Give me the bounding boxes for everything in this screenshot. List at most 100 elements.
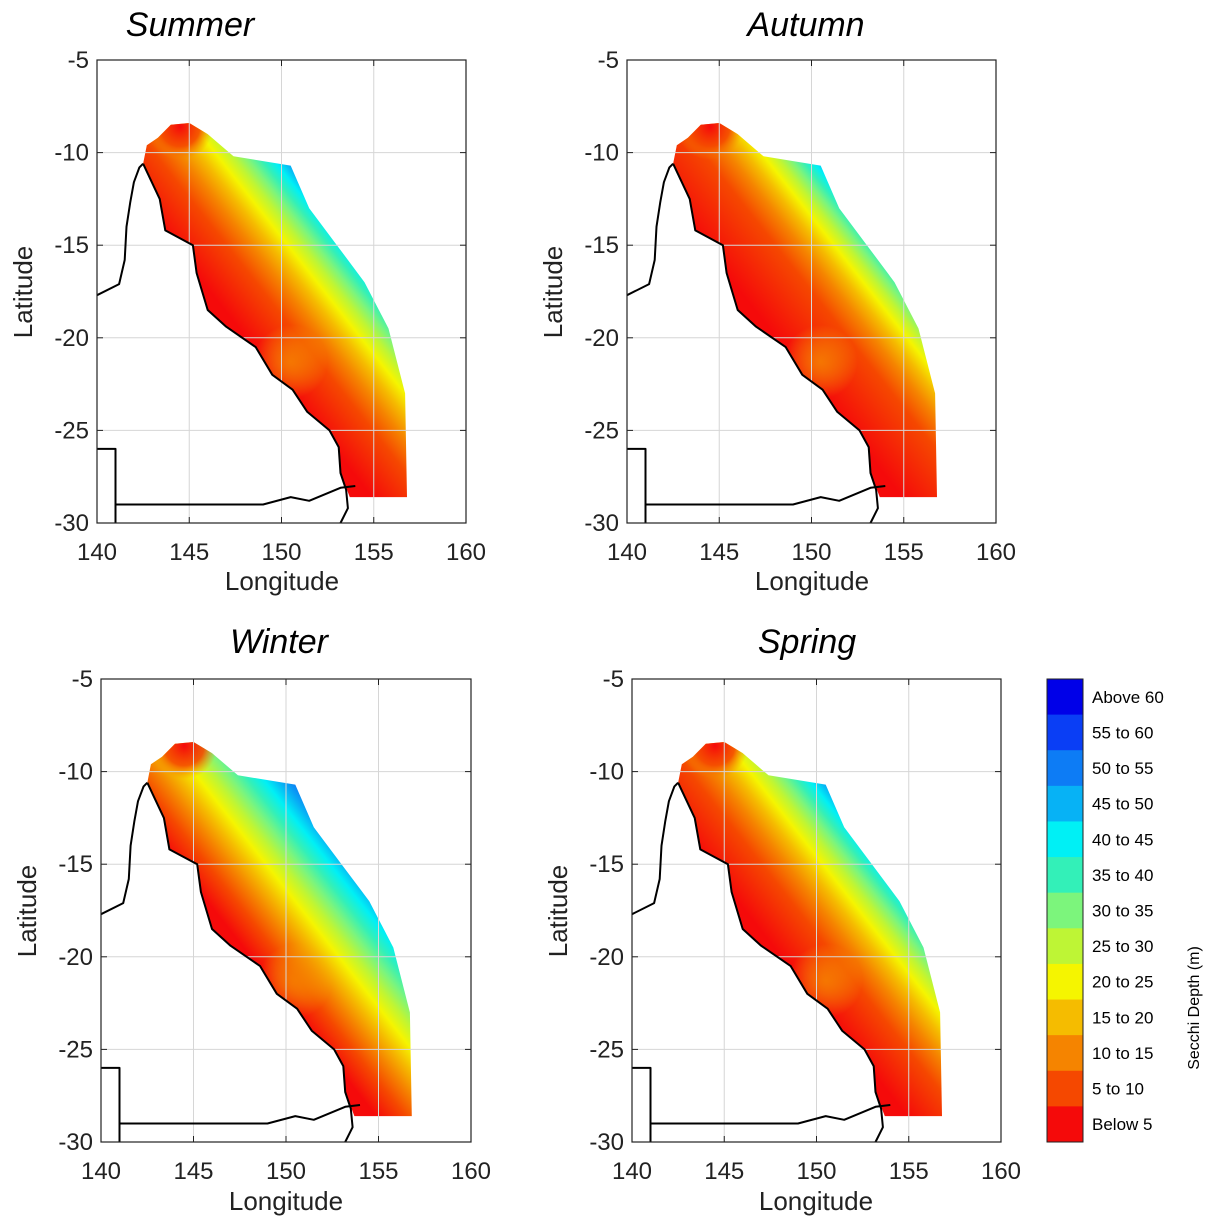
- x-tick-label: 160: [451, 1158, 491, 1185]
- grid: [97, 60, 466, 523]
- y-tick-label: -30: [58, 1129, 93, 1156]
- x-tick-label: 145: [173, 1158, 213, 1185]
- panel-title-winter: Winter: [230, 623, 330, 661]
- colorbar-legend: Secchi Depth (m) Above 60 55 to 60 50 to 5…: [1046, 678, 1203, 1143]
- y-tick-label: -30: [589, 1129, 624, 1156]
- colorbar-swatch: [1047, 714, 1083, 751]
- colorbar-label: 50 to 55: [1092, 759, 1153, 778]
- state-border-nsw: [115, 485, 356, 506]
- coastline: [672, 163, 879, 524]
- colorbar-label: 15 to 20: [1092, 1008, 1153, 1027]
- coastline: [146, 782, 354, 1143]
- colorbar-label: 55 to 60: [1092, 723, 1153, 742]
- x-tick-label: 160: [981, 1158, 1021, 1185]
- torres-strait-turbid-zone: [676, 123, 744, 160]
- y-tick-label: -25: [58, 1036, 93, 1063]
- x-tick-label: 140: [77, 539, 117, 566]
- y-axis-label: Latitude: [8, 246, 38, 339]
- grid: [627, 60, 996, 523]
- coastline: [142, 163, 349, 524]
- y-tick-label: -20: [589, 944, 624, 971]
- x-tick-label: 155: [358, 1158, 398, 1185]
- x-tick-label: 140: [81, 1158, 121, 1185]
- colorbar-swatch: [1047, 785, 1083, 822]
- panel-winter: Winter 140 145 150 155 160 -5 -10 -15 -20 -25 -30 L…: [12, 623, 491, 1216]
- y-tick-label: -25: [54, 417, 89, 444]
- panel-title-autumn: Autumn: [745, 6, 864, 44]
- y-tick-label: -10: [584, 140, 619, 167]
- x-tick-label: 155: [884, 539, 924, 566]
- panel-spring: Spring 140 145 150 155 160 -5 -10 -15 -20 -25 -30 L…: [543, 623, 1021, 1216]
- y-axis-label: Latitude: [543, 865, 573, 958]
- x-tick-label: 150: [791, 539, 831, 566]
- y-tick-label: -5: [72, 666, 93, 693]
- grid: [101, 679, 471, 1142]
- colorbar-swatch: [1047, 928, 1083, 965]
- y-axis-label: Latitude: [12, 865, 42, 958]
- panel-title-spring: Spring: [758, 623, 856, 661]
- y-tick-label: -5: [603, 666, 624, 693]
- state-border-sa: [101, 1066, 121, 1142]
- grid: [632, 679, 1001, 1142]
- colorbar-swatch: [1047, 892, 1083, 929]
- colorbar-swatch: [1047, 821, 1083, 858]
- x-tick-label: 140: [607, 539, 647, 566]
- colorbar-label: 5 to 10: [1092, 1080, 1144, 1099]
- torres-strait-turbid-zone: [150, 742, 218, 779]
- gulf-coastline: [96, 162, 144, 297]
- y-tick-label: -20: [58, 944, 93, 971]
- x-tick-label: 145: [169, 539, 209, 566]
- x-tick-label: 150: [266, 1158, 306, 1185]
- x-tick-label: 140: [612, 1158, 652, 1185]
- colorbar-swatch: [1047, 1035, 1083, 1072]
- colorbar-swatch: [1047, 1106, 1083, 1143]
- y-tick-label: -30: [584, 510, 619, 537]
- y-tick-label: -25: [589, 1036, 624, 1063]
- panel-summer: Summer 140 145 150 155 160 -5 -10 -15 -20 -25 -30 L…: [8, 6, 486, 596]
- y-tick-label: -25: [584, 417, 619, 444]
- colorbar-label: 40 to 45: [1092, 830, 1153, 849]
- state-border-nsw: [119, 1104, 361, 1125]
- colorbar-label: 45 to 50: [1092, 795, 1153, 814]
- x-axis-label: Longitude: [755, 566, 869, 596]
- torres-strait-turbid-zone: [146, 123, 214, 160]
- colorbar-label: 25 to 30: [1092, 937, 1153, 956]
- x-tick-label: 150: [796, 1158, 836, 1185]
- x-axis-label: Longitude: [225, 566, 339, 596]
- colorbar-label: 35 to 40: [1092, 866, 1153, 885]
- colorbar-swatch: [1047, 750, 1083, 787]
- colorbar-label: 30 to 35: [1092, 902, 1153, 921]
- y-tick-label: -15: [54, 232, 89, 259]
- y-tick-label: -20: [584, 325, 619, 352]
- colorbar-label: Below 5: [1092, 1115, 1152, 1134]
- x-tick-label: 145: [699, 539, 739, 566]
- y-tick-label: -15: [589, 851, 624, 878]
- colorbar-title: Secchi Depth (m): [1186, 946, 1203, 1070]
- state-border-sa: [97, 447, 117, 523]
- y-tick-label: -10: [58, 759, 93, 786]
- colorbar-swatch: [1047, 963, 1083, 1001]
- panel-autumn: Autumn 140 145 150 155 160 -5 -10 -15 -20 -25 -30 L…: [538, 6, 1016, 596]
- state-border-nsw: [645, 485, 886, 506]
- colorbar-label: Above 60: [1092, 688, 1164, 707]
- y-tick-label: -30: [54, 510, 89, 537]
- x-tick-label: 150: [261, 539, 301, 566]
- gulf-coastline: [100, 781, 149, 916]
- colorbar-swatch: [1047, 1070, 1083, 1107]
- coastline: [677, 782, 884, 1143]
- torres-strait-turbid-zone: [681, 742, 749, 779]
- y-tick-label: -5: [68, 47, 89, 74]
- colorbar-label: 20 to 25: [1092, 973, 1153, 992]
- y-tick-label: -5: [598, 47, 619, 74]
- panel-title-summer: Summer: [126, 6, 256, 44]
- state-border-sa: [632, 1066, 652, 1142]
- colorbar-swatch: [1047, 857, 1083, 894]
- state-border-sa: [627, 447, 647, 523]
- x-axis-label: Longitude: [229, 1186, 343, 1216]
- x-tick-label: 155: [889, 1158, 929, 1185]
- y-tick-label: -10: [54, 140, 89, 167]
- x-tick-label: 155: [354, 539, 394, 566]
- y-tick-label: -20: [54, 325, 89, 352]
- colorbar-label: 10 to 15: [1092, 1044, 1153, 1063]
